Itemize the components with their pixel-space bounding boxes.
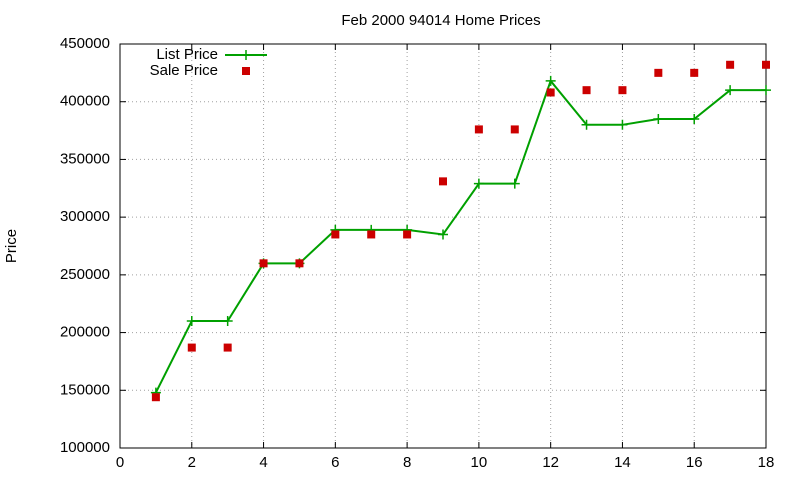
y-tick-label: 400000 [60,93,110,110]
y-tick-label: 100000 [60,439,110,456]
y-axis-label: Price [3,229,20,263]
marker [762,60,770,69]
marker [653,114,664,125]
marker [187,343,196,352]
marker [473,178,484,189]
marker [689,114,700,125]
x-tick-label: 8 [403,454,411,471]
chart-title: Feb 2000 94014 Home Prices [341,12,540,29]
marker [223,343,232,352]
legend-marker [242,67,250,75]
x-tick-label: 12 [542,454,559,471]
x-tick-label: 6 [331,454,339,471]
marker [259,259,268,268]
marker [439,177,447,186]
legend-label: List Price [156,46,218,63]
x-tick-label: 2 [188,454,196,471]
marker [581,119,592,130]
marker [509,178,520,189]
marker [654,68,663,77]
marker [582,86,591,95]
marker [151,393,160,402]
x-tick-label: 16 [686,454,703,471]
y-tick-label: 150000 [60,381,110,398]
series-line [154,78,766,394]
marker [761,85,771,96]
y-tick-label: 450000 [60,35,110,52]
legend-label: Sale Price [150,62,218,79]
marker [367,230,376,239]
marker [617,119,628,130]
x-tick-label: 0 [116,454,124,471]
x-tick-label: 14 [614,454,631,471]
marker [222,316,233,327]
y-tick-label: 200000 [60,324,110,341]
marker [725,85,736,96]
marker [438,229,448,240]
marker [403,230,412,239]
marker [474,125,483,134]
marker [546,88,555,97]
marker [186,316,197,327]
y-tick-label: 350000 [60,150,110,167]
x-tick-label: 18 [758,454,775,471]
plot-frame [119,43,767,449]
marker [690,68,699,77]
marker [331,230,340,239]
y-tick-label: 300000 [60,208,110,225]
marker [618,86,627,95]
marker [545,75,556,86]
x-tick-label: 4 [259,454,267,471]
legend-marker [241,50,251,60]
y-tick-label: 250000 [60,266,110,283]
marker [295,259,304,268]
x-tick-label: 10 [471,454,488,471]
marker [726,60,735,69]
marker [510,125,519,134]
